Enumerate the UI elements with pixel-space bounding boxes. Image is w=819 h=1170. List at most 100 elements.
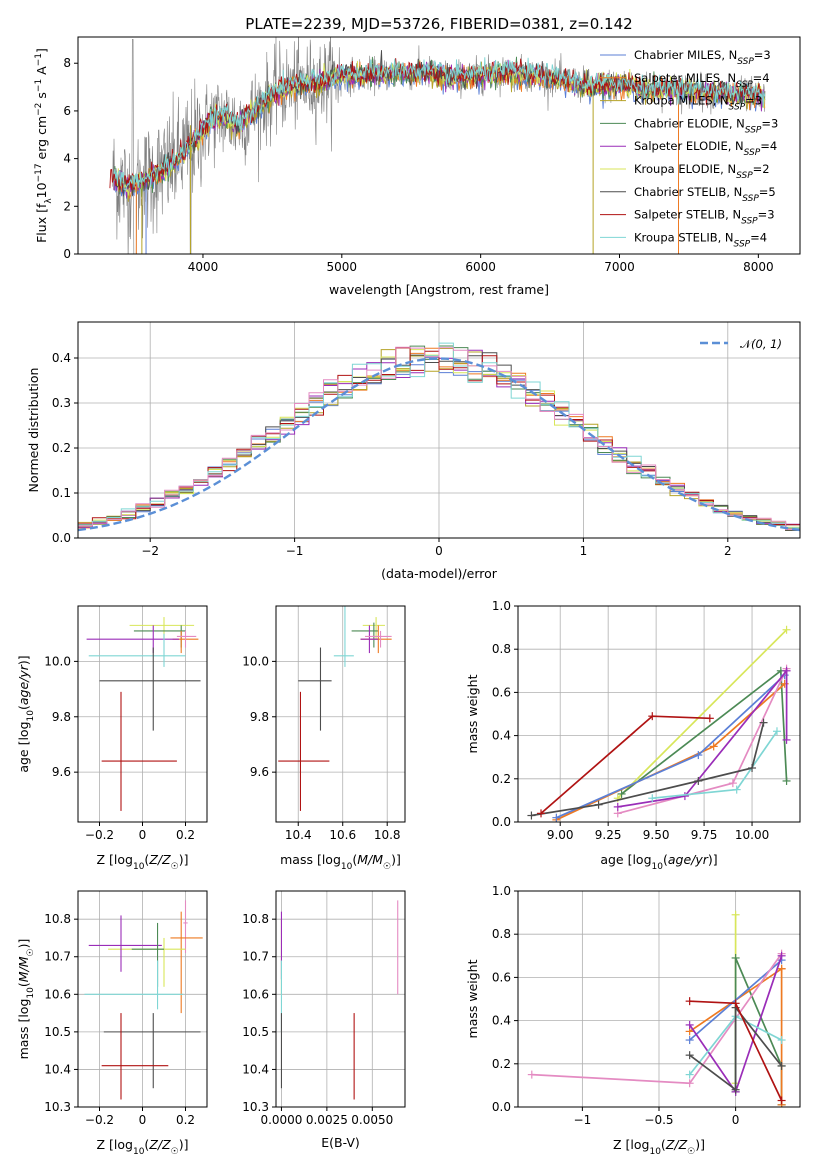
histogram-legend: 𝒩(0, 1)	[700, 337, 782, 351]
x-axis-label: Z [log10(Z/Z☉)]	[97, 1137, 189, 1157]
y-tick-label: 4	[63, 152, 71, 166]
histogram-data-group	[78, 342, 800, 533]
y-tick-label: 0.0	[492, 815, 511, 829]
y-tick-label: 10.3	[242, 1100, 269, 1114]
y-axis-label: mass weight	[465, 674, 480, 753]
x-tick-label: 1	[580, 544, 588, 558]
y-tick-label: 0.2	[52, 441, 71, 455]
spectrum-chart: 4000 5000 6000 7000 8000 0 2 4 6 8 PLATE=2239, MJD…	[34, 15, 801, 297]
x-tick-label: 0	[139, 1113, 147, 1127]
legend-entry: Chabrier MILES, NSSP=3	[634, 48, 771, 67]
mass-weight-vs-z-chart: −1 −0.5 0 0.0 0.2 0.4 0.6 0.8 1.0 Z [log10(Z/Z☉)]…	[465, 884, 801, 1157]
y-tick-label: 0.4	[52, 351, 71, 365]
x-tick-label: 0.0025	[306, 1113, 348, 1127]
x-tick-label: 0	[139, 828, 147, 842]
weight-line-ke	[617, 629, 788, 799]
x-tick-label: 10.00	[735, 828, 769, 842]
y-tick-label: 0.3	[52, 396, 71, 410]
x-tick-label: 4000	[188, 260, 219, 274]
y-tick-label: 10.7	[44, 950, 71, 964]
x-tick-label: 7000	[604, 260, 635, 274]
y-tick-label: 10.4	[44, 1062, 71, 1076]
legend-entry: Kroupa STELIB, NSSP=4	[634, 230, 767, 249]
x-tick-label: 6000	[465, 260, 496, 274]
model-line-ks	[113, 57, 766, 191]
y-tick-label: 0.2	[492, 1057, 511, 1071]
x-tick-label: 5000	[327, 260, 358, 274]
x-tick-label: 10.8	[374, 828, 401, 842]
legend-entry: Kroupa MILES, NSSP=3	[634, 94, 762, 113]
y-tick-label: 10.6	[44, 987, 71, 1001]
age-vs-z-chart: −0.2 0 0.2 9.6 9.8 10.0 Z [log10(Z/Z☉)] age [lo…	[16, 605, 208, 872]
x-tick-label: 9.25	[595, 828, 622, 842]
weight-line-se	[617, 668, 788, 808]
y-tick-label: 0.2	[492, 772, 511, 786]
axes-frame	[275, 890, 406, 1108]
x-axis-label: (data-model)/error	[381, 566, 498, 581]
y-tick-label: 0.4	[492, 729, 511, 743]
y-tick-label: 1.0	[492, 599, 511, 613]
x-tick-label: 9.00	[547, 828, 574, 842]
y-axis-label: Normed distribution	[26, 368, 41, 493]
y-tick-label: 2	[63, 199, 71, 213]
x-tick-label: 8000	[743, 260, 774, 274]
weight-line-cs	[689, 1005, 783, 1092]
x-axis-label: wavelength [Angstrom, rest frame]	[329, 282, 549, 297]
spectrum-legend: Chabrier MILES, NSSP=3 Salpeter MILES, NS…	[600, 48, 778, 249]
y-axis-label: mass weight	[465, 959, 480, 1038]
age-vs-mass-data-group	[278, 606, 392, 811]
x-tick-label: 10.6	[329, 828, 356, 842]
y-tick-label: 0.0	[52, 531, 71, 545]
legend-entry: Chabrier ELODIE, NSSP=3	[634, 116, 778, 135]
x-axis-label: age [log10(age/yr)]	[600, 852, 717, 872]
y-tick-label: 10.4	[242, 1062, 269, 1076]
mass-vs-ebv-chart: 0.0000 0.0025 0.0050 10.3 10.4 10.5 10.6 10.7 10…	[242, 890, 406, 1150]
y-tick-label: 0.1	[52, 486, 71, 500]
mass-vs-z-chart: −0.2 0 0.2 10.3 10.4 10.5 10.6 10.7 10.8 Z [log10…	[16, 890, 208, 1157]
y-tick-label: 0.0	[492, 1100, 511, 1114]
x-tick-label: −0.5	[644, 1113, 673, 1127]
y-tick-label: 10.5	[44, 1025, 71, 1039]
mass-vs-ebv-data-group	[280, 900, 399, 1100]
y-tick-label: 10.5	[242, 1025, 269, 1039]
spectrum-data-group	[109, 37, 766, 254]
x-tick-label: −2	[141, 544, 159, 558]
x-tick-label: 0.0050	[351, 1113, 393, 1127]
x-tick-label: −1	[286, 544, 304, 558]
mass-weight-vs-age-chart: 9.00 9.25 9.50 9.75 10.00 0.0 0.2 0.4 0.6 0.8 1.0 a…	[465, 599, 801, 872]
age-vs-z-data-group	[86, 617, 201, 811]
y-tick-label: 10.0	[242, 654, 269, 668]
residuals-chart: −2 −1 0 1 2 0.0 0.1 0.2 0.3 0.4 (data-model)/error…	[26, 321, 801, 581]
mass-vs-z-data-group	[84, 900, 203, 1100]
y-tick-label: 0.8	[492, 927, 511, 941]
y-tick-label: 1.0	[492, 884, 511, 898]
x-tick-label: 0.2	[176, 1113, 195, 1127]
normal-curve	[78, 357, 800, 532]
chart-title: PLATE=2239, MJD=53726, FIBERID=0381, z=0…	[245, 15, 632, 33]
x-tick-label: 0	[435, 544, 443, 558]
y-tick-label: 0.6	[492, 685, 511, 699]
y-tick-label: 10.7	[242, 950, 269, 964]
y-tick-label: 0.6	[492, 970, 511, 984]
y-tick-label: 0	[63, 247, 71, 261]
x-tick-label: −0.2	[85, 828, 114, 842]
y-tick-label: 0.4	[492, 1014, 511, 1028]
x-axis-label: Z [log10(Z/Z☉)]	[97, 852, 189, 872]
y-axis-label: mass [log10(M/M☉)]	[16, 939, 36, 1060]
x-axis-label: mass [log10(M/M☉)]	[280, 852, 401, 872]
x-tick-label: 9.75	[691, 828, 718, 842]
y-tick-label: 9.8	[52, 710, 71, 724]
y-tick-label: 9.6	[52, 765, 71, 779]
legend-entry: Salpeter MILES, NSSP=4	[634, 71, 770, 90]
y-axis-label: age [log10(age/yr)]	[16, 655, 36, 772]
x-tick-label: −0.2	[85, 1113, 114, 1127]
axes-frame	[77, 36, 801, 255]
y-axis-label: Flux [fλ10−17 erg cm−2 s−1 A−1]	[34, 48, 54, 243]
x-axis-label: E(B-V)	[321, 1135, 360, 1150]
x-axis-label: Z [log10(Z/Z☉)]	[613, 1137, 705, 1157]
y-tick-label: 10.8	[242, 912, 269, 926]
y-tick-label: 0.8	[492, 642, 511, 656]
x-tick-label: 9.50	[643, 828, 670, 842]
legend-entry: Chabrier STELIB, NSSP=5	[634, 185, 776, 204]
